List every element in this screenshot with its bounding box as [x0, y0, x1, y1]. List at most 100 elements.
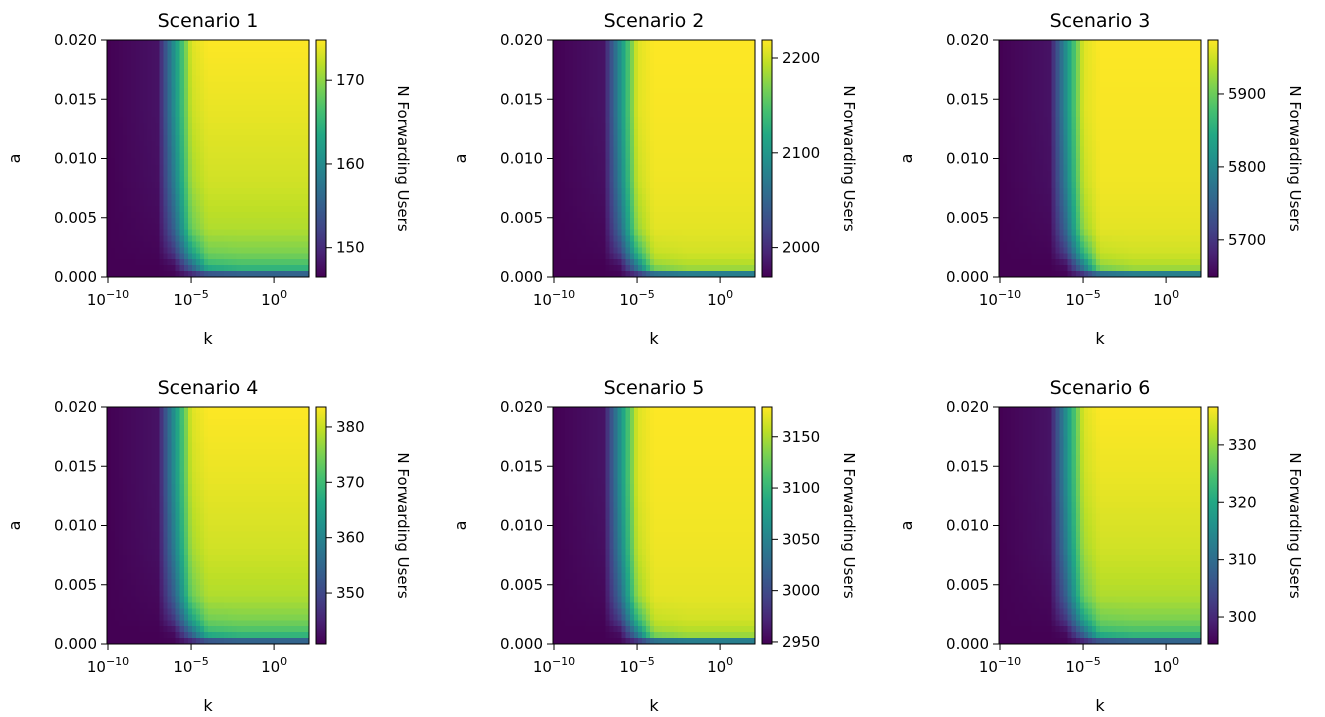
heatmap-cell — [585, 158, 590, 166]
heatmap-cell — [565, 40, 570, 47]
heatmap-cell — [1184, 75, 1190, 83]
heatmap-cell — [593, 259, 599, 266]
heatmap-cell — [236, 170, 241, 177]
heatmap-cell — [1112, 128, 1117, 136]
heatmap-cell — [710, 134, 716, 142]
heatmap-cell — [240, 164, 245, 171]
heatmap-cell — [718, 93, 724, 100]
heatmap-cell — [670, 93, 675, 100]
heatmap-cell — [256, 45, 262, 53]
heatmap-cell — [589, 235, 594, 243]
heatmap-cell — [698, 63, 704, 71]
heatmap-cell — [167, 63, 173, 71]
heatmap-cell — [1023, 122, 1028, 130]
heatmap-cell — [734, 217, 740, 225]
heatmap-cell — [240, 128, 245, 136]
heatmap-cell — [175, 247, 181, 254]
heatmap-cell — [216, 134, 221, 142]
heatmap-cell — [609, 63, 615, 71]
heatmap-cell — [147, 134, 153, 142]
heatmap-cell — [260, 40, 266, 47]
heatmap-cell — [143, 176, 148, 183]
heatmap-cell — [256, 182, 262, 189]
heatmap-cell — [641, 93, 647, 100]
heatmap-cell — [710, 81, 716, 88]
heatmap-cell — [690, 63, 695, 71]
heatmap-cell — [698, 134, 704, 142]
heatmap-cell — [621, 57, 627, 65]
heatmap-cell — [714, 134, 720, 142]
heatmap-cell — [288, 69, 294, 77]
heatmap-cell — [228, 205, 233, 213]
heatmap-cell — [135, 253, 140, 260]
heatmap-cell — [553, 199, 558, 207]
heatmap-cell — [163, 176, 169, 183]
heatmap-cell — [1019, 117, 1024, 124]
heatmap-cell — [1047, 99, 1053, 106]
heatmap-cell — [738, 140, 744, 148]
heatmap-cell — [658, 241, 663, 248]
heatmap-cell — [1043, 140, 1049, 148]
heatmap-cell — [1108, 105, 1113, 112]
heatmap-cell — [244, 176, 249, 183]
heatmap-cell — [593, 40, 599, 47]
heatmap-cell — [1152, 75, 1158, 83]
heatmap-cell — [569, 188, 574, 195]
heatmap-cell — [191, 217, 197, 225]
heatmap-cell — [183, 93, 189, 100]
heatmap-cell — [625, 63, 631, 71]
heatmap-cell — [288, 241, 294, 248]
heatmap-cell — [1152, 87, 1158, 94]
heatmap-cell — [183, 170, 189, 177]
heatmap-cell — [621, 223, 627, 231]
heatmap — [999, 40, 1202, 278]
heatmap-cell — [601, 152, 607, 160]
heatmap-cell — [236, 122, 241, 130]
heatmap-cell — [633, 63, 639, 71]
heatmap-cell — [710, 182, 716, 189]
heatmap-cell — [260, 93, 266, 100]
heatmap-cell — [670, 259, 675, 266]
heatmap-cell — [730, 51, 736, 59]
heatmap-cell — [296, 75, 302, 83]
heatmap-cell — [135, 205, 140, 213]
heatmap-cell — [304, 152, 310, 160]
heatmap-cell — [1136, 93, 1141, 100]
heatmap-cell — [734, 111, 740, 118]
heatmap-cell — [115, 271, 120, 278]
heatmap-cell — [718, 111, 724, 118]
heatmap-cell — [734, 211, 740, 219]
heatmap-cell — [1075, 87, 1081, 94]
heatmap-cell — [1104, 128, 1109, 136]
heatmap-cell — [710, 259, 716, 266]
heatmap-cell — [1063, 69, 1069, 77]
x-axis-label: k — [649, 329, 659, 348]
heatmap-cell — [167, 57, 173, 65]
heatmap-cell — [123, 146, 128, 154]
heatmap-cell — [1132, 87, 1137, 94]
heatmap-cell — [127, 223, 132, 231]
heatmap-cell — [1047, 45, 1053, 53]
heatmap-cell — [666, 229, 671, 237]
heatmap-cell — [569, 40, 574, 47]
heatmap-cell — [625, 223, 631, 231]
heatmap-cell — [629, 194, 635, 201]
heatmap-cell — [296, 170, 302, 177]
heatmap-cell — [127, 188, 132, 195]
heatmap-cell — [569, 105, 574, 112]
heatmap-cell — [581, 176, 586, 183]
heatmap-cell — [300, 199, 306, 207]
heatmap-cell — [1180, 75, 1186, 83]
heatmap-cell — [589, 51, 594, 59]
heatmap-cell — [280, 211, 286, 219]
heatmap-cell — [296, 265, 302, 272]
heatmap-cell — [569, 223, 574, 231]
heatmap-cell — [284, 247, 290, 254]
heatmap-cell — [605, 134, 611, 142]
heatmap-cell — [175, 57, 181, 65]
heatmap-cell — [135, 241, 140, 248]
heatmap-cell — [617, 253, 623, 260]
heatmap-cell — [726, 176, 732, 183]
heatmap-cell — [1075, 69, 1081, 77]
heatmap-cell — [702, 188, 708, 195]
